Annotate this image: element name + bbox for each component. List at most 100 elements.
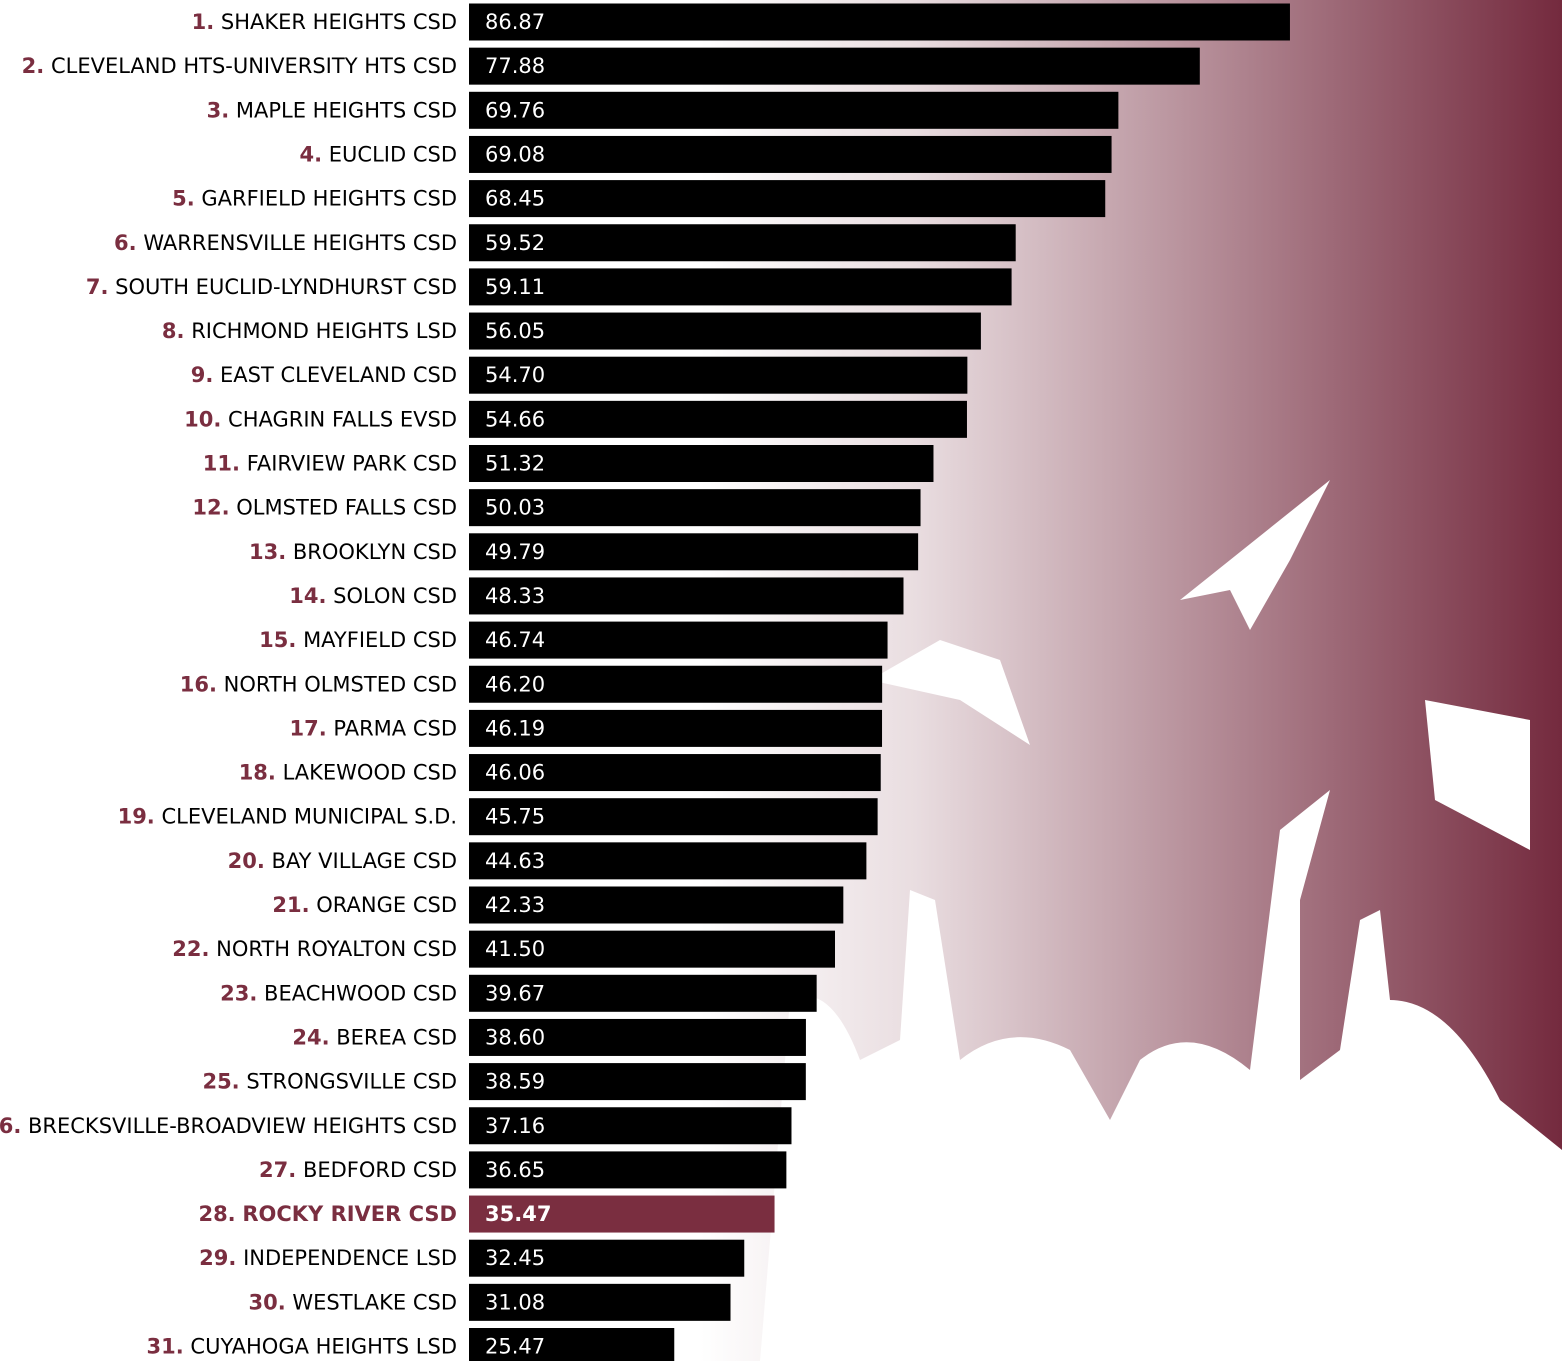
value-label: 46.19 <box>485 716 545 740</box>
category-label: 13. BROOKLYN CSD <box>249 540 457 564</box>
category-label: 20. BAY VILLAGE CSD <box>228 849 457 873</box>
rank-label: 25. <box>202 1070 239 1094</box>
bar <box>469 313 981 350</box>
value-label: 54.66 <box>485 407 545 431</box>
value-label: 69.76 <box>485 98 545 122</box>
rank-label: 18. <box>239 761 276 785</box>
category-label: 17. PARMA CSD <box>290 716 458 740</box>
value-label: 54.70 <box>485 363 545 387</box>
rank-label: 4. <box>300 142 323 166</box>
category-label: 14. SOLON CSD <box>289 584 457 608</box>
value-label: 39.67 <box>485 981 545 1005</box>
district-name: MAPLE HEIGHTS CSD <box>236 98 457 122</box>
rank-label: 5. <box>172 187 195 211</box>
bar <box>469 136 1112 173</box>
category-label: 7. SOUTH EUCLID-LYNDHURST CSD <box>86 275 457 299</box>
rank-label: 11. <box>203 452 240 476</box>
category-label: 16. NORTH OLMSTED CSD <box>180 672 457 696</box>
district-name: CLEVELAND MUNICIPAL S.D. <box>161 805 457 829</box>
value-label: 46.06 <box>485 761 545 785</box>
value-label: 32.45 <box>485 1246 545 1270</box>
district-name: BRECKSVILLE-BROADVIEW HEIGHTS CSD <box>28 1114 457 1138</box>
bar <box>469 92 1118 129</box>
district-name: BEDFORD CSD <box>303 1158 457 1182</box>
value-label: 36.65 <box>485 1158 545 1182</box>
district-name: CLEVELAND HTS-UNIVERSITY HTS CSD <box>51 54 457 78</box>
district-name: ROCKY RIVER CSD <box>242 1202 457 1226</box>
value-label: 42.33 <box>485 893 545 917</box>
value-label: 31.08 <box>485 1290 545 1314</box>
district-name: ORANGE CSD <box>316 893 457 917</box>
rank-label: 28. <box>198 1202 235 1226</box>
category-label: 22. NORTH ROYALTON CSD <box>172 937 457 961</box>
value-label: 35.47 <box>485 1202 551 1226</box>
bar <box>469 268 1012 305</box>
district-name: SOUTH EUCLID-LYNDHURST CSD <box>115 275 457 299</box>
rank-label: 7. <box>86 275 109 299</box>
category-label: 18. LAKEWOOD CSD <box>239 761 457 785</box>
rank-label: 14. <box>289 584 326 608</box>
value-label: 68.45 <box>485 187 545 211</box>
category-label: 15. MAYFIELD CSD <box>259 628 457 652</box>
value-label: 37.16 <box>485 1114 545 1138</box>
rank-label: 9. <box>191 363 214 387</box>
value-label: 44.63 <box>485 849 545 873</box>
category-label: 31. CUYAHOGA HEIGHTS LSD <box>147 1335 457 1359</box>
bar <box>469 4 1290 41</box>
district-name: GARFIELD HEIGHTS CSD <box>201 187 457 211</box>
district-name: SHAKER HEIGHTS CSD <box>221 10 457 34</box>
district-name: STRONGSVILLE CSD <box>246 1070 457 1094</box>
district-name: INDEPENDENCE LSD <box>243 1246 457 1270</box>
district-name: WARRENSVILLE HEIGHTS CSD <box>143 231 457 255</box>
district-name: BEACHWOOD CSD <box>264 981 457 1005</box>
rank-label: 15. <box>259 628 296 652</box>
category-label: 3. MAPLE HEIGHTS CSD <box>207 98 457 122</box>
category-label: 6. WARRENSVILLE HEIGHTS CSD <box>114 231 457 255</box>
rank-label: 24. <box>292 1025 329 1049</box>
value-label: 69.08 <box>485 142 545 166</box>
rank-label: 27. <box>259 1158 296 1182</box>
value-label: 46.20 <box>485 672 545 696</box>
value-label: 38.59 <box>485 1070 545 1094</box>
category-label: 11. FAIRVIEW PARK CSD <box>203 452 457 476</box>
category-label: 2. CLEVELAND HTS-UNIVERSITY HTS CSD <box>22 54 457 78</box>
category-label: 29. INDEPENDENCE LSD <box>199 1246 457 1270</box>
category-label: 10. CHAGRIN FALLS EVSD <box>184 407 457 431</box>
category-label: 1. SHAKER HEIGHTS CSD <box>192 10 457 34</box>
district-name: BEREA CSD <box>336 1025 457 1049</box>
rank-label: 21. <box>272 893 309 917</box>
district-name: BAY VILLAGE CSD <box>272 849 457 873</box>
category-label: 9. EAST CLEVELAND CSD <box>191 363 457 387</box>
rank-label: 23. <box>220 981 257 1005</box>
district-name: OLMSTED FALLS CSD <box>236 496 457 520</box>
rank-label: 2. <box>22 54 45 78</box>
category-label: 27. BEDFORD CSD <box>259 1158 457 1182</box>
value-label: 50.03 <box>485 496 545 520</box>
district-name: LAKEWOOD CSD <box>283 761 457 785</box>
category-label: 30. WESTLAKE CSD <box>248 1290 457 1314</box>
value-label: 46.74 <box>485 628 545 652</box>
district-name: WESTLAKE CSD <box>292 1290 457 1314</box>
value-label: 56.05 <box>485 319 545 343</box>
value-label: 45.75 <box>485 805 545 829</box>
category-label: 12. OLMSTED FALLS CSD <box>192 496 457 520</box>
bar <box>469 224 1016 261</box>
category-label: 4. EUCLID CSD <box>300 142 458 166</box>
category-label: 24. BEREA CSD <box>292 1025 457 1049</box>
district-name: FAIRVIEW PARK CSD <box>247 452 457 476</box>
district-name: SOLON CSD <box>333 584 457 608</box>
value-label: 51.32 <box>485 452 545 476</box>
category-label: 28. ROCKY RIVER CSD <box>198 1202 457 1226</box>
bar <box>469 48 1200 85</box>
rank-label: 6. <box>114 231 137 255</box>
value-label: 38.60 <box>485 1025 545 1049</box>
value-label: 59.52 <box>485 231 545 255</box>
district-name: BROOKLYN CSD <box>293 540 457 564</box>
category-label: 26. BRECKSVILLE-BROADVIEW HEIGHTS CSD <box>0 1114 457 1138</box>
rank-label: 19. <box>118 805 155 829</box>
category-label: 21. ORANGE CSD <box>272 893 457 917</box>
category-label: 5. GARFIELD HEIGHTS CSD <box>172 187 457 211</box>
rank-label: 20. <box>228 849 265 873</box>
rank-label: 22. <box>172 937 209 961</box>
rank-label: 1. <box>192 10 215 34</box>
